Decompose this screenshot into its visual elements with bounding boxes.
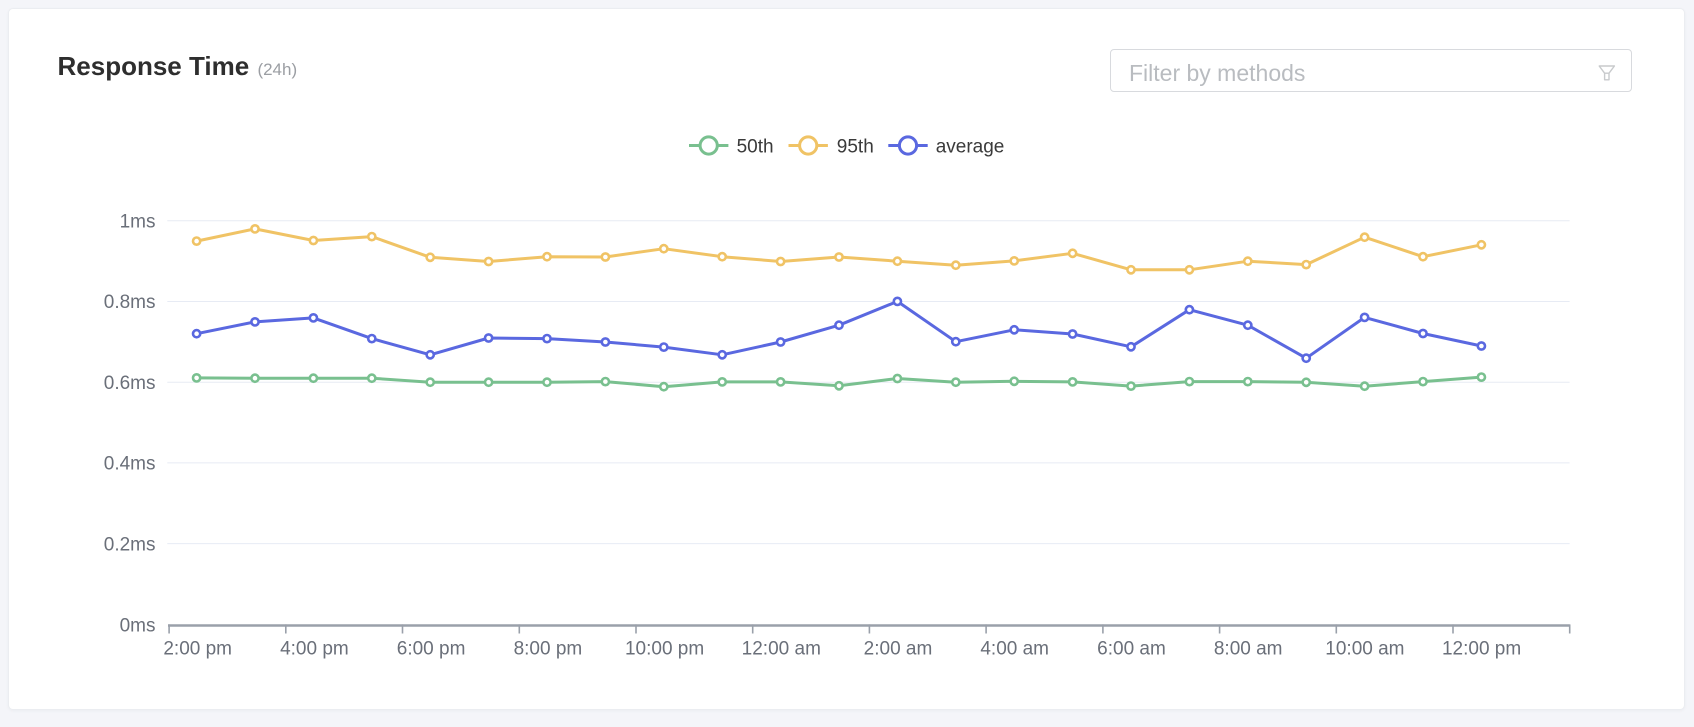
svg-text:1ms: 1ms <box>120 211 156 232</box>
svg-text:10:00 pm: 10:00 pm <box>625 638 704 659</box>
svg-text:4:00 pm: 4:00 pm <box>280 638 349 659</box>
svg-text:6:00 am: 6:00 am <box>1097 638 1166 659</box>
svg-text:12:00 am: 12:00 am <box>742 638 821 659</box>
svg-text:12:00 pm: 12:00 pm <box>1442 638 1521 659</box>
svg-text:4:00 am: 4:00 am <box>980 638 1049 659</box>
svg-text:95th: 95th <box>837 136 874 157</box>
svg-text:6:00 pm: 6:00 pm <box>397 638 466 659</box>
svg-text:0ms: 0ms <box>120 616 156 637</box>
svg-text:0.6ms: 0.6ms <box>104 373 156 394</box>
svg-text:0.8ms: 0.8ms <box>104 292 156 313</box>
svg-text:2:00 am: 2:00 am <box>864 638 933 659</box>
svg-text:0.2ms: 0.2ms <box>104 534 156 555</box>
svg-text:average: average <box>936 136 1005 157</box>
svg-text:8:00 pm: 8:00 pm <box>514 638 583 659</box>
svg-text:0.4ms: 0.4ms <box>104 454 156 475</box>
svg-text:2:00 pm: 2:00 pm <box>163 638 232 659</box>
svg-text:50th: 50th <box>737 136 774 157</box>
svg-text:10:00 am: 10:00 am <box>1325 638 1404 659</box>
svg-text:8:00 am: 8:00 am <box>1214 638 1283 659</box>
